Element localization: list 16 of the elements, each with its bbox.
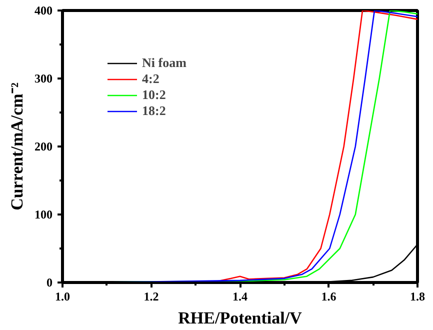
legend-label: 10:2 bbox=[142, 87, 166, 103]
y-tick-label: 200 bbox=[34, 140, 52, 154]
legend-label: 4:2 bbox=[142, 71, 160, 87]
x-axis-title: RHE/Potential/V bbox=[178, 308, 303, 328]
y-tick-label: 0 bbox=[46, 276, 52, 290]
y-tick-label: 400 bbox=[34, 4, 52, 18]
x-tick-label: 1.0 bbox=[55, 290, 70, 304]
legend-label: 18:2 bbox=[142, 103, 166, 119]
x-tick-label: 1.6 bbox=[321, 290, 336, 304]
legend-label: Ni foam bbox=[142, 55, 186, 71]
x-tick-label: 1.2 bbox=[144, 290, 159, 304]
x-tick-label: 1.8 bbox=[410, 290, 425, 304]
y-axis-title: Current/mA/cm⁻² bbox=[8, 82, 26, 210]
y-tick-label: 300 bbox=[34, 72, 52, 86]
x-tick-label: 1.4 bbox=[232, 290, 248, 304]
y-tick-label: 100 bbox=[34, 208, 52, 222]
